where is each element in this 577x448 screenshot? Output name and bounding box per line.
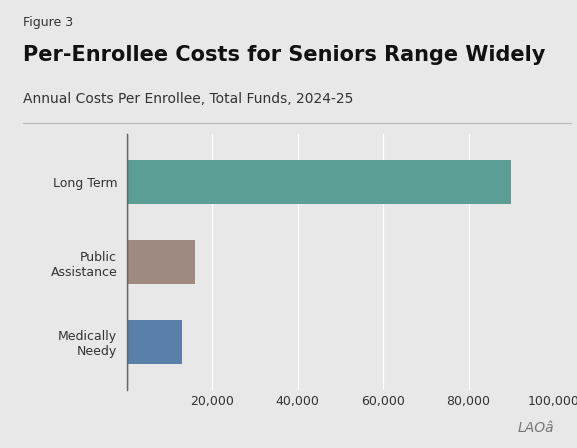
Bar [127,160,511,204]
Text: LAOâ: LAOâ [518,421,554,435]
Bar [127,240,195,284]
Text: Annual Costs Per Enrollee, Total Funds, 2024-25: Annual Costs Per Enrollee, Total Funds, … [23,92,354,106]
Bar [127,320,182,364]
Text: Figure 3: Figure 3 [23,16,73,29]
Text: Per-Enrollee Costs for Seniors Range Widely: Per-Enrollee Costs for Seniors Range Wid… [23,45,545,65]
